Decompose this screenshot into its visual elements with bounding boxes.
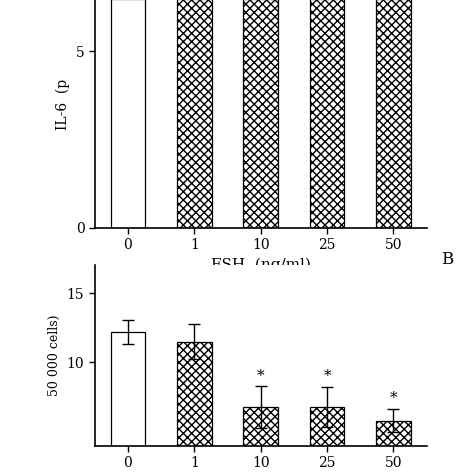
Bar (244, 0, 278, 228)
Bar (177, 342, 211, 474)
Bar (376, 0, 410, 228)
Bar (310, 407, 344, 474)
Y-axis label: 50 000 cells): 50 000 cells) (48, 315, 61, 396)
Bar (177, 0, 211, 228)
Bar (111, 0, 145, 228)
Text: *: * (323, 369, 331, 383)
Text: *: * (390, 392, 397, 405)
Bar (244, 407, 278, 474)
Text: B: B (441, 251, 453, 268)
Bar (310, 0, 344, 228)
Y-axis label: IL-6  (p: IL-6 (p (55, 79, 70, 130)
Bar (111, 332, 145, 474)
Bar (376, 420, 410, 474)
X-axis label: FSH  (ng/ml): FSH (ng/ml) (211, 257, 310, 272)
Text: *: * (257, 368, 264, 383)
